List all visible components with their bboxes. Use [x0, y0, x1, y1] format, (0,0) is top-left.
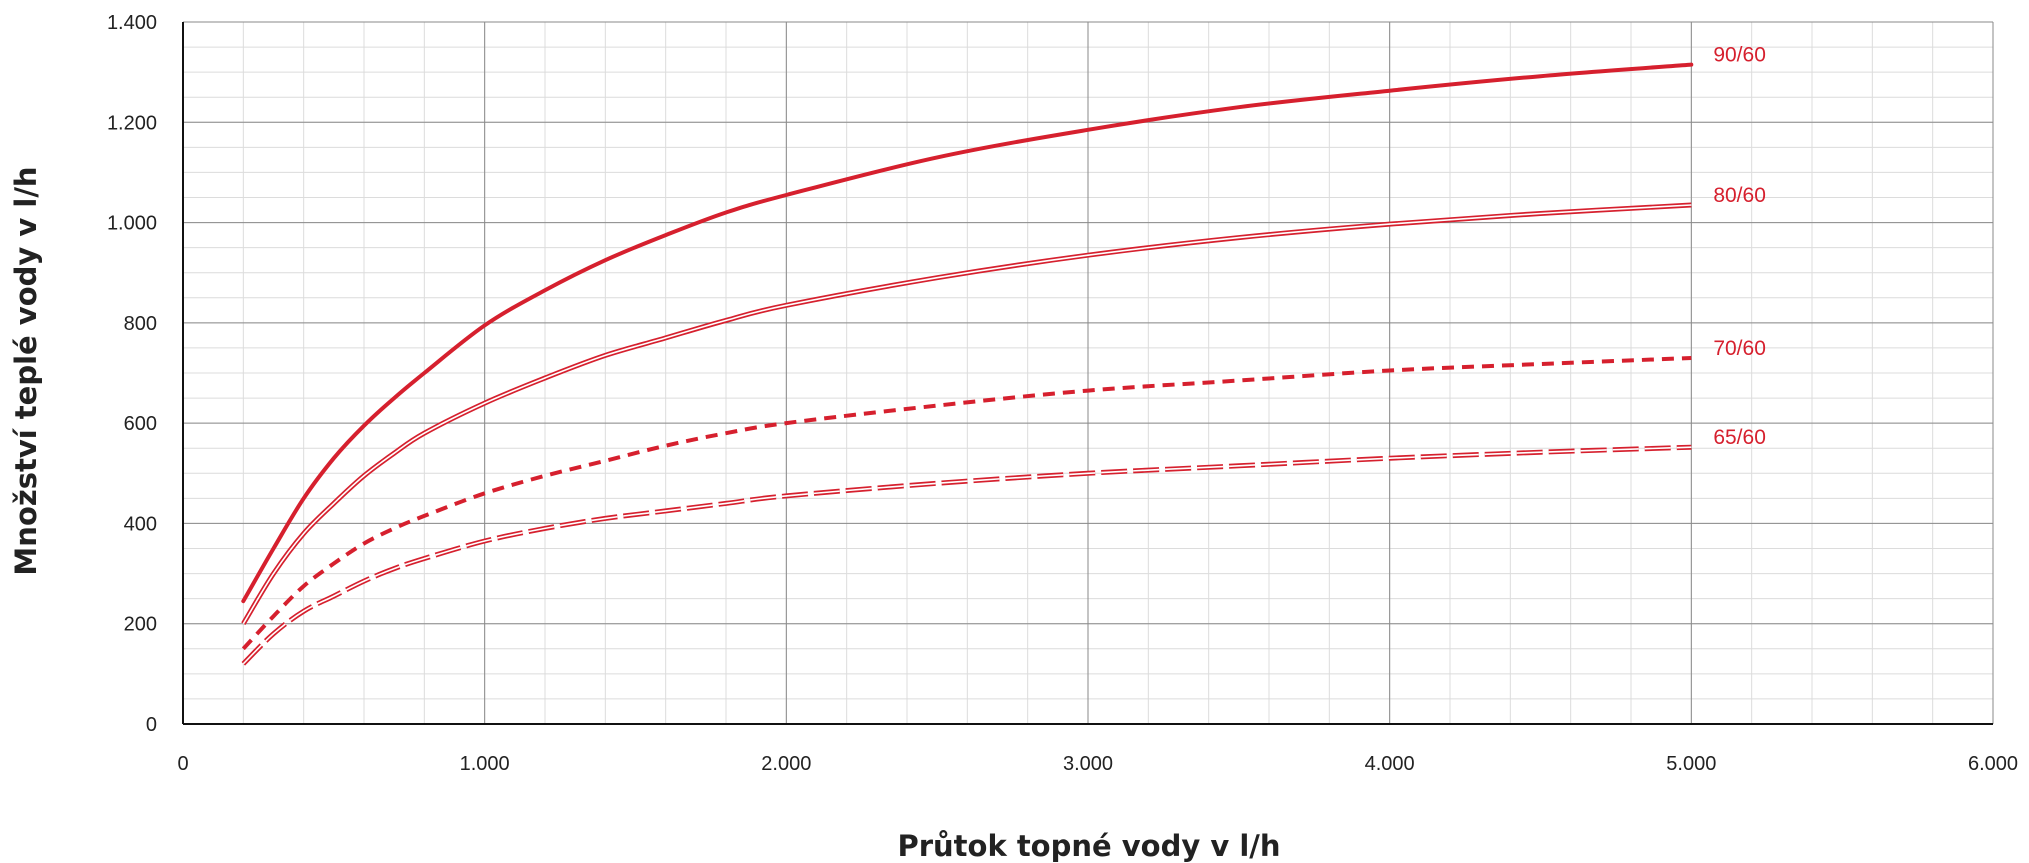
line-stroke — [241, 62, 1694, 604]
y-tick-label: 1.000 — [107, 213, 157, 235]
y-tick-label: 400 — [124, 513, 157, 535]
y-tick-label: 1.400 — [107, 12, 157, 34]
series-label-65-60: 65/60 — [1713, 426, 1766, 449]
y-tick-label: 200 — [124, 614, 157, 636]
y-axis-title: Množství teplé vody v l/h — [9, 166, 43, 575]
series-80-60-line — [241, 202, 1692, 626]
tick-labels: 0 1.000 2.000 3.000 4.000 5.000 6.000 0 200 400 60… — [107, 12, 2018, 775]
series-lines — [241, 62, 1694, 666]
y-tick-label: 800 — [124, 313, 157, 335]
y-tick-label: 600 — [124, 413, 157, 435]
series-label-80-60: 80/60 — [1713, 184, 1766, 207]
x-tick-label: 2.000 — [761, 753, 811, 775]
line-inner-stroke — [242, 446, 1692, 665]
x-tick-label: 0 — [177, 753, 188, 775]
series-70-60-line — [241, 356, 1692, 651]
line-inner-stroke — [242, 204, 1692, 625]
x-tick-label: 6.000 — [1968, 753, 2018, 775]
x-tick-label: 1.000 — [460, 753, 510, 775]
x-axis-title: Průtok topné vody v l/h — [897, 829, 1280, 863]
y-tick-label: 0 — [146, 714, 157, 736]
series-90-60-line — [241, 62, 1694, 604]
x-tick-label: 5.000 — [1666, 753, 1716, 775]
x-tick-label: 3.000 — [1063, 753, 1113, 775]
series-label-70-60: 70/60 — [1713, 337, 1766, 360]
series-65-60-line — [241, 444, 1692, 666]
x-tick-label: 4.000 — [1365, 753, 1415, 775]
series-label-90-60: 90/60 — [1713, 44, 1766, 67]
axes — [182, 22, 1993, 725]
y-tick-label: 1.200 — [107, 112, 157, 134]
series-labels: 90/60 80/60 70/60 65/60 — [1713, 44, 1766, 450]
line-stroke — [241, 356, 1692, 651]
